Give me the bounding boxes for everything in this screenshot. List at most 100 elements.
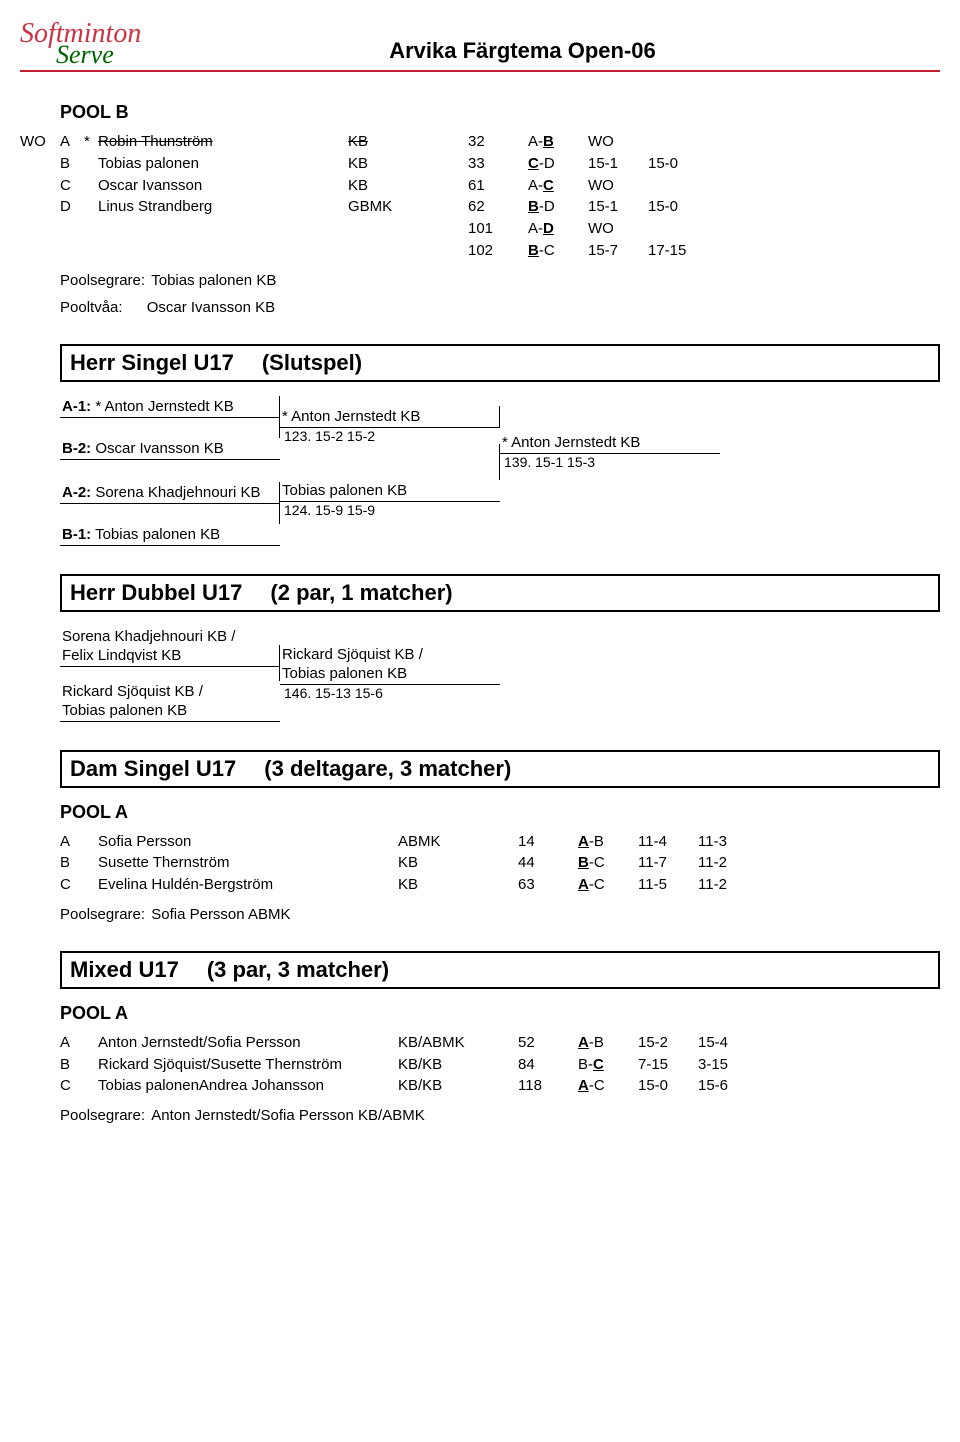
pool-row: ASofia PerssonABMK14A-B11-411-3 — [60, 831, 940, 853]
match-num: 63 — [518, 874, 578, 896]
player-club: KB/ABMK — [398, 1032, 518, 1054]
pool-row: BSusette ThernströmKB44B-C11-711-2 — [60, 852, 940, 874]
row-letter: B — [60, 1054, 84, 1076]
bracket-entry: A-2: Sorena Khadjehnouri KB — [60, 482, 280, 504]
match-score1: 15-1 — [588, 153, 648, 175]
dsu17-section: Dam Singel U17 (3 deltagare, 3 matcher) … — [60, 750, 940, 923]
dsu17-winner: Poolsegrare: Sofia Persson ABMK — [60, 906, 940, 923]
match-score1: 15-1 — [588, 196, 648, 218]
match-score2: 15-0 — [648, 153, 708, 175]
match-num: 62 — [468, 196, 528, 218]
row-letter: A — [60, 831, 84, 853]
match-pair: B-C — [578, 1054, 638, 1076]
mxu17-winner-value: Anton Jernstedt/Sofia Persson KB/ABMK — [151, 1107, 424, 1124]
match-num: 101 — [468, 218, 528, 240]
match-score1: WO — [588, 175, 648, 197]
match-num: 14 — [518, 831, 578, 853]
pool-row: 101A-DWO — [60, 218, 940, 240]
row-star: * — [84, 131, 98, 153]
hdu17-title: Herr Dubbel U17 (2 par, 1 matcher) — [60, 574, 940, 612]
match-pair: A-C — [578, 874, 638, 896]
match-score2: 17-15 — [648, 240, 708, 262]
bracket-entry-line: Rickard Sjöquist KB / — [60, 681, 280, 700]
match-pair: C-D — [528, 153, 588, 175]
bracket-winner: * Anton Jernstedt KB — [280, 406, 500, 428]
match-num: 32 — [468, 131, 528, 153]
row-letter: A — [60, 1032, 84, 1054]
hdu17-title-left: Herr Dubbel U17 — [70, 580, 242, 606]
bracket-final: * Anton Jernstedt KB — [500, 432, 720, 454]
player-club: KB — [398, 874, 518, 896]
match-pair: B-C — [528, 240, 588, 262]
player-club: KB — [348, 153, 468, 175]
bracket-result: 139. 15-1 15-3 — [500, 454, 720, 470]
match-num: 84 — [518, 1054, 578, 1076]
mxu17-title-right: (3 par, 3 matcher) — [207, 957, 389, 983]
pool-row: DLinus StrandbergGBMK62B-D15-115-0 — [60, 196, 940, 218]
player-name: Oscar Ivansson — [98, 175, 348, 197]
match-score1: WO — [588, 131, 648, 153]
row-letter: C — [60, 175, 84, 197]
match-score1: 11-7 — [638, 852, 698, 874]
player-name: Susette Thernström — [98, 852, 398, 874]
match-pair: B-D — [528, 196, 588, 218]
match-score2: 11-3 — [698, 831, 758, 853]
match-num: 44 — [518, 852, 578, 874]
hsu17-title: Herr Singel U17 (Slutspel) — [60, 344, 940, 382]
match-score1: 15-7 — [588, 240, 648, 262]
dsu17-pool-label: POOL A — [60, 802, 940, 823]
pool-b-runnerup: Pooltvåa: Oscar Ivansson KB — [60, 299, 940, 316]
match-score1: 15-2 — [638, 1032, 698, 1054]
player-name: Evelina Huldén-Bergström — [98, 874, 398, 896]
mxu17-pool-label: POOL A — [60, 1003, 940, 1024]
mxu17-winner: Poolsegrare: Anton Jernstedt/Sofia Perss… — [60, 1107, 940, 1124]
pool-b-label: POOL B — [60, 102, 940, 123]
pool-b-section: POOL B WOA*Robin ThunströmKB32A-BWOB Tobi… — [60, 102, 940, 316]
pool-row: COscar IvanssonKB61A-CWO — [60, 175, 940, 197]
match-score2: 15-4 — [698, 1032, 758, 1054]
match-pair: A-C — [578, 1075, 638, 1097]
row-letter: B — [60, 153, 84, 175]
player-club: KB/KB — [398, 1054, 518, 1076]
pool-row: AAnton Jernstedt/Sofia PerssonKB/ABMK52A… — [60, 1032, 940, 1054]
player-club: GBMK — [348, 196, 468, 218]
match-score1: WO — [588, 218, 648, 240]
bracket-entry: B-1: Tobias palonen KB — [60, 524, 280, 546]
pool-b-winner: Poolsegrare: Tobias palonen KB — [60, 272, 940, 289]
hsu17-title-left: Herr Singel U17 — [70, 350, 234, 376]
pool-row: CTobias palonenAndrea JohanssonKB/KB118A… — [60, 1075, 940, 1097]
match-num: 61 — [468, 175, 528, 197]
pool-row: WOA*Robin ThunströmKB32A-BWO — [60, 131, 940, 153]
bracket-entry: B-2: Oscar Ivansson KB — [60, 438, 280, 460]
pool-row: CEvelina Huldén-BergströmKB63A-C11-511-2 — [60, 874, 940, 896]
match-score2: 15-0 — [648, 196, 708, 218]
dsu17-title: Dam Singel U17 (3 deltagare, 3 matcher) — [60, 750, 940, 788]
match-score2: 15-6 — [698, 1075, 758, 1097]
hsu17-bracket: A-1: * Anton Jernstedt KBB-2: Oscar Ivan… — [60, 396, 940, 546]
poolsegrare-value: Tobias palonen KB — [151, 272, 276, 289]
mxu17-title-left: Mixed U17 — [70, 957, 179, 983]
player-club: KB — [348, 175, 468, 197]
pool-row: B Rickard Sjöquist/Susette ThernströmKB/K… — [60, 1054, 940, 1076]
player-name: Rickard Sjöquist/Susette Thernström — [98, 1054, 398, 1076]
dsu17-title-left: Dam Singel U17 — [70, 756, 236, 782]
match-pair: A-B — [528, 131, 588, 153]
hsu17-title-right: (Slutspel) — [262, 350, 362, 376]
match-num: 52 — [518, 1032, 578, 1054]
bracket-winner-line: Rickard Sjöquist KB / — [280, 644, 500, 663]
match-score2: 3-15 — [698, 1054, 758, 1076]
hdu17-section: Herr Dubbel U17 (2 par, 1 matcher) Soren… — [60, 574, 940, 722]
hdu17-title-right: (2 par, 1 matcher) — [270, 580, 452, 606]
dsu17-winner-label: Poolsegrare: — [60, 906, 145, 923]
bracket-entry: Tobias palonen KB — [60, 700, 280, 722]
player-club: KB — [348, 131, 468, 153]
row-letter: D — [60, 196, 84, 218]
row-letter: C — [60, 1075, 84, 1097]
mxu17-section: Mixed U17 (3 par, 3 matcher) POOL A A Ant… — [60, 951, 940, 1124]
bracket-entry: Felix Lindqvist KB — [60, 645, 280, 667]
poolsegrare-label: Poolsegrare: — [60, 272, 145, 289]
row-letter: C — [60, 874, 84, 896]
match-num: 118 — [518, 1075, 578, 1097]
player-name: Robin Thunström — [98, 131, 348, 153]
page-title: Arvika Färgtema Open-06 — [105, 38, 940, 68]
